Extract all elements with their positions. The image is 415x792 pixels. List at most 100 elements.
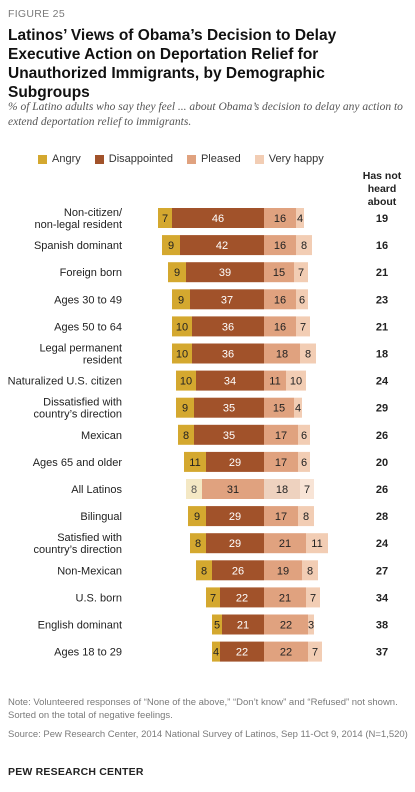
bar-angry-mexican — [178, 424, 194, 445]
data-label-angry-all-latinos: 8 — [191, 484, 197, 496]
bar-disappointed-legal-permanent-resident — [192, 343, 264, 364]
data-label-very-happy-ages-65-and-older: 6 — [301, 457, 307, 469]
bar-very-happy-ages-30-to-49 — [296, 289, 308, 310]
bar-pleased-all-latinos — [264, 479, 300, 499]
legend-swatch-very-happy — [254, 154, 264, 164]
bar-angry-u-s-born — [206, 587, 220, 608]
data-label-disappointed-non-citizen-non-legal-resident: 46 — [212, 213, 224, 225]
has-not-heard-value-ages-50-to-64: 21 — [376, 321, 388, 333]
bar-very-happy-bilingual — [298, 506, 314, 527]
bar-pleased-foreign-born — [264, 262, 294, 283]
legend-swatch-angry — [38, 154, 47, 164]
category-label-u-s-born: U.S. born — [76, 592, 122, 604]
data-label-pleased-bilingual: 17 — [275, 511, 287, 523]
data-label-disappointed-satisfied-with-country-s-direction: 29 — [229, 538, 241, 550]
data-label-angry-non-citizen-non-legal-resident: 7 — [162, 213, 168, 225]
bar-angry-foreign-born — [168, 262, 186, 283]
data-label-pleased-naturalized-u-s-citizen: 11 — [269, 376, 280, 388]
bar-angry-non-citizen-non-legal-resident — [158, 208, 172, 228]
data-label-pleased-spanish-dominant: 16 — [274, 240, 286, 252]
bar-very-happy-legal-permanent-resident — [300, 343, 316, 364]
bar-disappointed-english-dominant — [222, 614, 264, 635]
has-not-heard-value-u-s-born: 34 — [376, 592, 389, 604]
category-label-english-dominant: English dominant — [38, 620, 122, 632]
category-label-ages-18-to-29: Ages 18 to 29 — [54, 647, 122, 659]
has-not-heard-value-dissatisfied-with-country-s-direction: 29 — [376, 403, 388, 415]
data-label-pleased-legal-permanent-resident: 18 — [276, 349, 288, 361]
category-label-ages-65-and-older: Ages 65 and older — [33, 457, 123, 469]
bar-pleased-naturalized-u-s-citizen — [264, 370, 286, 391]
bar-disappointed-naturalized-u-s-citizen — [196, 370, 264, 391]
bar-angry-ages-65-and-older — [184, 451, 206, 472]
bar-disappointed-ages-30-to-49 — [190, 289, 264, 310]
category-label-foreign-born: Foreign born — [60, 267, 122, 279]
bar-disappointed-ages-50-to-64 — [192, 316, 264, 337]
bar-disappointed-spanish-dominant — [180, 235, 264, 256]
bar-pleased-non-mexican — [264, 560, 302, 581]
bar-very-happy-satisfied-with-country-s-direction — [306, 533, 328, 554]
bar-disappointed-u-s-born — [220, 587, 264, 608]
bar-very-happy-mexican — [298, 424, 310, 445]
category-label-mexican: Mexican — [81, 430, 122, 442]
data-label-angry-ages-18-to-29: 4 — [213, 647, 219, 659]
category-label-dissatisfied-with-country-s-direction: Dissatisfied with country’s direction — [34, 397, 122, 421]
bar-angry-spanish-dominant — [162, 235, 180, 256]
data-label-angry-mexican: 8 — [183, 430, 189, 442]
data-label-very-happy-u-s-born: 7 — [310, 592, 316, 604]
bar-very-happy-u-s-born — [306, 587, 320, 608]
data-label-pleased-u-s-born: 21 — [279, 592, 291, 604]
has-not-heard-value-satisfied-with-country-s-direction: 24 — [376, 538, 389, 550]
bar-angry-ages-50-to-64 — [172, 316, 192, 337]
bar-angry-bilingual — [188, 506, 206, 527]
data-label-angry-u-s-born: 7 — [210, 592, 216, 604]
bar-disappointed-dissatisfied-with-country-s-direction — [194, 397, 264, 418]
bar-pleased-english-dominant — [264, 614, 308, 635]
has-not-heard-value-ages-65-and-older: 20 — [376, 457, 388, 469]
data-label-angry-dissatisfied-with-country-s-direction: 9 — [182, 403, 188, 415]
data-label-disappointed-foreign-born: 39 — [219, 267, 231, 279]
legend-label-angry: Angry — [52, 153, 81, 165]
bar-disappointed-foreign-born — [186, 262, 264, 283]
data-label-disappointed-ages-18-to-29: 22 — [236, 647, 248, 659]
data-label-angry-bilingual: 9 — [194, 511, 200, 523]
data-label-pleased-ages-18-to-29: 22 — [280, 647, 292, 659]
chart-title: Latinos’ Views of Obama’s Decision to De… — [8, 27, 337, 101]
bar-very-happy-non-citizen-non-legal-resident — [296, 208, 304, 228]
category-label-ages-30-to-49: Ages 30 to 49 — [54, 294, 122, 306]
data-label-disappointed-u-s-born: 22 — [236, 592, 248, 604]
bar-very-happy-all-latinos — [300, 479, 314, 499]
bar-disappointed-non-citizen-non-legal-resident — [172, 208, 264, 228]
data-label-very-happy-spanish-dominant: 8 — [301, 240, 307, 252]
has-not-heard-value-foreign-born: 21 — [376, 267, 388, 279]
has-not-heard-value-legal-permanent-resident: 18 — [376, 349, 388, 361]
category-label-legal-permanent-resident: Legal permanent resident — [39, 343, 122, 367]
bar-pleased-spanish-dominant — [264, 235, 296, 256]
category-label-spanish-dominant: Spanish dominant — [34, 240, 122, 252]
legend: Angry Disappointed Pleased Very happy — [38, 152, 338, 166]
bar-disappointed-non-mexican — [212, 560, 264, 581]
has-not-heard-value-spanish-dominant: 16 — [376, 240, 388, 252]
bar-angry-ages-18-to-29 — [212, 641, 220, 662]
data-label-pleased-dissatisfied-with-country-s-direction: 15 — [273, 403, 285, 415]
data-label-angry-naturalized-u-s-citizen: 10 — [180, 376, 192, 388]
bar-angry-ages-30-to-49 — [172, 289, 190, 310]
data-label-disappointed-dissatisfied-with-country-s-direction: 35 — [223, 403, 235, 415]
bar-pleased-satisfied-with-country-s-direction — [264, 533, 306, 554]
has-not-heard-value-all-latinos: 26 — [376, 484, 388, 496]
data-label-angry-ages-50-to-64: 10 — [176, 321, 188, 333]
data-label-disappointed-bilingual: 29 — [229, 511, 241, 523]
data-label-pleased-mexican: 17 — [275, 430, 287, 442]
has-not-heard-value-non-citizen-non-legal-resident: 19 — [376, 213, 388, 225]
data-label-disappointed-legal-permanent-resident: 36 — [222, 349, 234, 361]
bar-pleased-ages-30-to-49 — [264, 289, 296, 310]
bar-angry-satisfied-with-country-s-direction — [190, 533, 206, 554]
bar-angry-english-dominant — [212, 614, 222, 635]
data-label-very-happy-ages-50-to-64: 7 — [300, 321, 306, 333]
bar-disappointed-bilingual — [206, 506, 264, 527]
has-not-heard-value-non-mexican: 27 — [376, 565, 388, 577]
data-label-pleased-satisfied-with-country-s-direction: 21 — [279, 538, 291, 550]
org-credit: PEW RESEARCH CENTER — [8, 766, 144, 778]
data-label-pleased-ages-30-to-49: 16 — [274, 294, 286, 306]
data-label-disappointed-spanish-dominant: 42 — [216, 240, 228, 252]
bar-very-happy-ages-18-to-29 — [308, 641, 322, 662]
